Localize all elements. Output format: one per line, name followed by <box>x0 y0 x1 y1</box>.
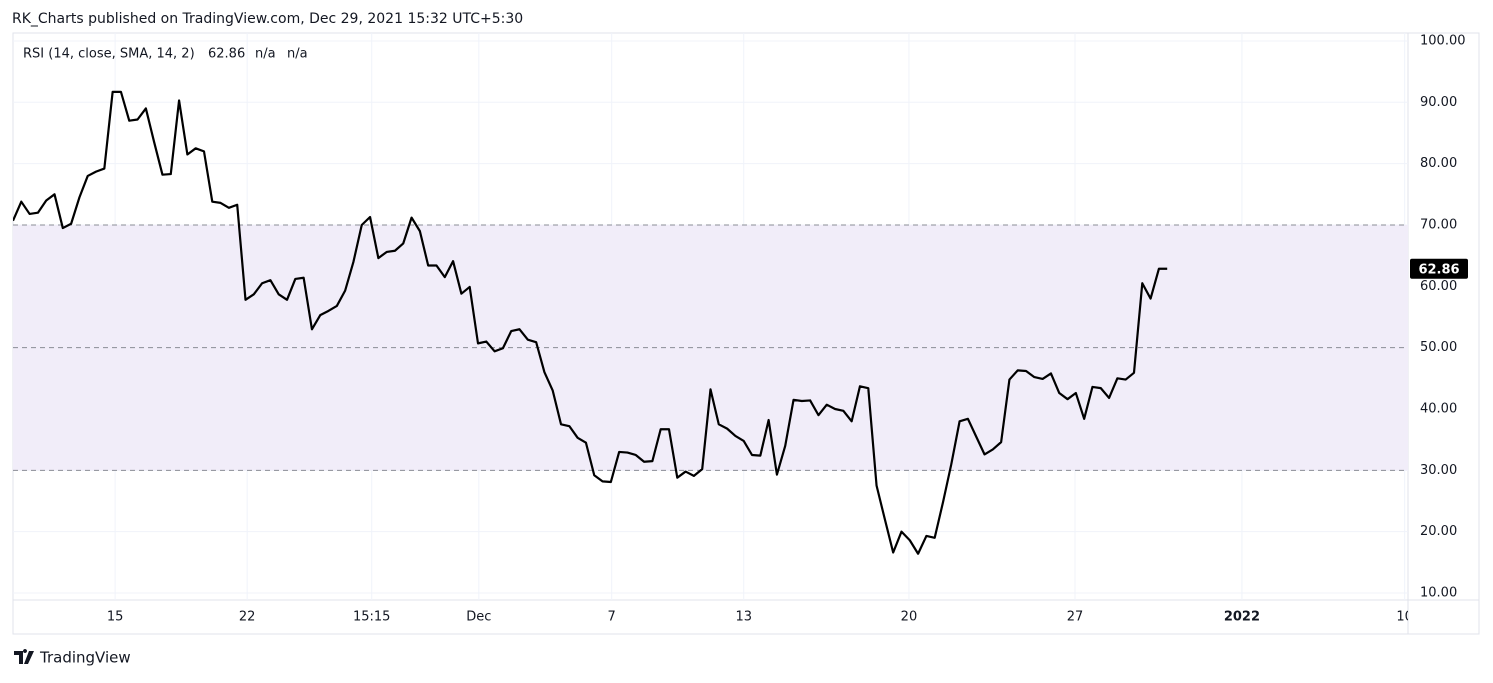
header: RK_Charts published on TradingView.com, … <box>12 11 523 27</box>
x-tick-label: 13 <box>735 610 752 625</box>
x-tick-label: 22 <box>239 610 256 625</box>
last-value-label: 62.86 <box>1418 262 1459 277</box>
y-tick-label: 70.00 <box>1420 217 1457 232</box>
x-tick-label: 20 <box>901 610 918 625</box>
x-tick-label: 15:15 <box>353 610 390 625</box>
y-tick-label: 30.00 <box>1420 463 1457 478</box>
y-tick-label: 40.00 <box>1420 401 1457 416</box>
y-tick-label: 100.00 <box>1420 33 1466 48</box>
last-value-box <box>1410 258 1468 279</box>
x-tick-label: 15 <box>107 610 124 625</box>
y-tick-label: 20.00 <box>1420 524 1457 539</box>
legend-extra: n/a <box>287 47 308 62</box>
x-tick-label: 10 <box>1396 610 1413 625</box>
rsi-line <box>13 90 1168 555</box>
y-tick-label: 80.00 <box>1420 156 1457 171</box>
y-tick-label: 90.00 <box>1420 95 1457 110</box>
x-tick-label: 27 <box>1067 610 1084 625</box>
y-tick-label: 10.00 <box>1420 586 1457 601</box>
legend-extra: n/a <box>255 47 276 62</box>
tv-logo <box>14 649 34 664</box>
y-tick-label: 50.00 <box>1420 340 1457 355</box>
y-tick-label: 60.00 <box>1420 279 1457 294</box>
legend-title: RSI (14, close, SMA, 14, 2) <box>23 47 195 62</box>
x-tick-label: 2022 <box>1224 610 1260 625</box>
legend-value: 62.86 <box>208 47 245 62</box>
x-tick-label: Dec <box>466 610 491 625</box>
x-tick-label: 7 <box>608 610 616 625</box>
footer-brand: TradingView <box>39 649 131 667</box>
